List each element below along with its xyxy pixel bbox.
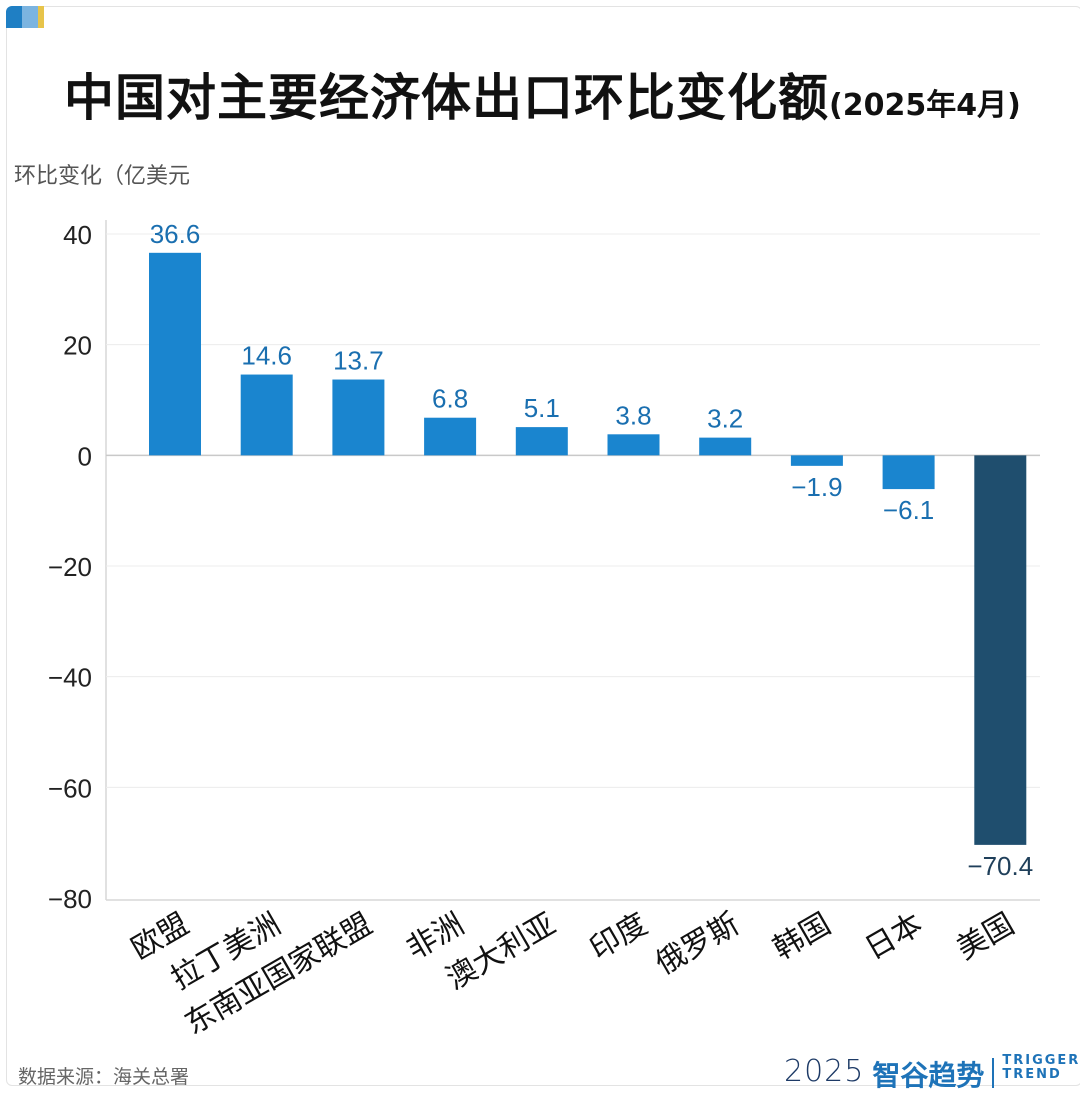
brand-year: 2025 [784,1054,865,1089]
bar [974,455,1027,845]
x-tick-label: 美国 [951,907,1020,967]
bar [882,455,935,490]
x-tick-label: 印度 [584,907,653,967]
data-label: −6.1 [883,495,934,525]
bar [149,252,201,456]
corner-decoration [6,6,22,28]
data-label: −1.9 [791,472,842,502]
y-axis-unit-label: 环比变化（亿美元 [14,164,191,189]
brand-name-cn: 智谷趋势 [872,1059,985,1092]
y-tick-label: 40 [63,220,92,250]
data-source: 数据来源：海关总署 [18,1066,190,1088]
data-label: 14.6 [241,341,292,371]
data-label: −70.4 [967,851,1033,881]
y-tick-label: −40 [48,663,92,693]
chart-card [6,6,1080,1086]
data-label: 36.6 [150,219,201,249]
bar [699,437,752,456]
y-tick-label: 0 [78,441,92,471]
bar [240,374,293,456]
brand-en-line1: TRIGGER [1002,1053,1080,1068]
bar [607,434,660,456]
bar [515,427,568,456]
y-tick-label: −60 [48,773,92,803]
bar [790,455,843,466]
bar [332,379,385,456]
bar [424,417,477,456]
corner-decoration [22,6,38,28]
chart-title-suffix: (2025年4月) [829,88,1021,123]
corner-decoration [38,6,44,28]
data-label: 3.2 [707,404,743,434]
x-tick-label: 韩国 [767,907,836,967]
y-tick-label: 20 [63,331,92,361]
chart-title: 中国对主要经济体出口环比变化额(2025年4月) [64,58,1021,130]
chart-title-main: 中国对主要经济体出口环比变化额 [64,69,829,127]
data-label: 5.1 [524,393,560,423]
y-tick-label: −20 [48,552,92,582]
brand-logo: 2025 智谷趋势 TRIGGER TREND [784,1054,1080,1094]
data-label: 13.7 [333,346,384,376]
brand-en-line2: TREND [1002,1067,1062,1082]
brand-divider [992,1058,995,1088]
data-label: 3.8 [615,400,651,430]
brand-name-en: TRIGGER TREND [1002,1054,1080,1082]
y-tick-label: −80 [48,884,92,914]
data-label: 6.8 [432,384,468,414]
x-tick-label: 日本 [859,907,928,967]
x-tick-label: 俄罗斯 [650,907,745,982]
